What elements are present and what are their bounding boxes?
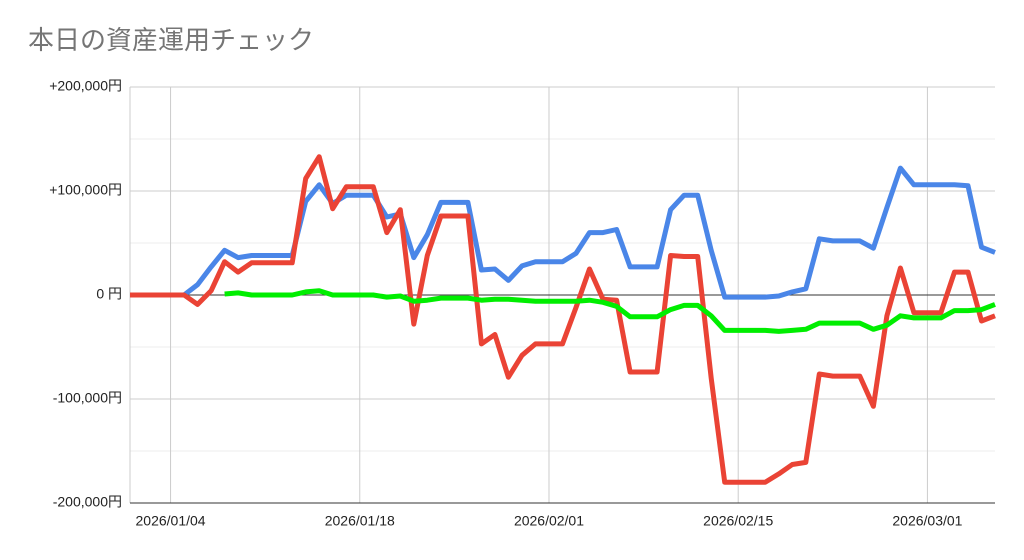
- y-tick-label: +200,000円: [49, 78, 122, 94]
- x-tick-label: 2026/02/01: [514, 513, 584, 529]
- y-tick-label: +100,000円: [49, 182, 122, 198]
- y-tick-label: 0 円: [96, 286, 122, 302]
- y-tick-label: -100,000円: [53, 390, 122, 406]
- x-tick-label: 2026/03/01: [892, 513, 962, 529]
- series-line: [224, 288, 996, 334]
- x-tick-label: 2026/01/18: [325, 513, 395, 529]
- chart-title: 本日の資産運用チェック: [28, 25, 314, 55]
- y-tick-label: -200,000円: [53, 494, 122, 510]
- series-line: [130, 154, 996, 485]
- x-tick-label: 2026/01/04: [136, 513, 206, 529]
- x-tick-label: 2026/02/15: [703, 513, 773, 529]
- series-line: [130, 165, 996, 300]
